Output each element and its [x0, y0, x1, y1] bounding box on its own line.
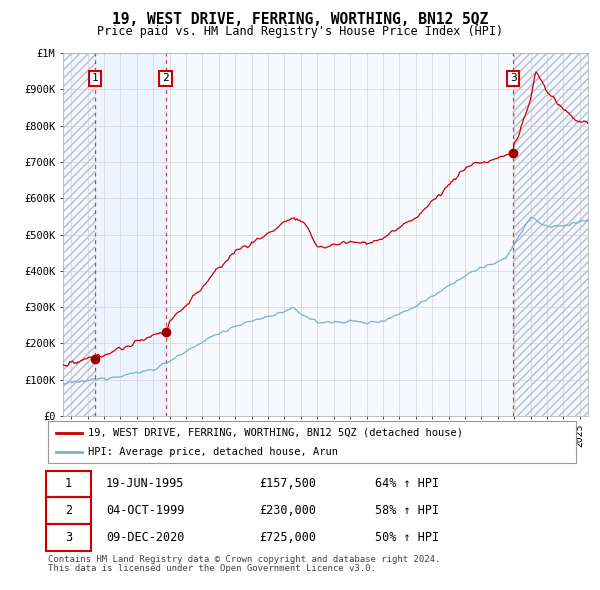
Text: Price paid vs. HM Land Registry's House Price Index (HPI): Price paid vs. HM Land Registry's House …	[97, 25, 503, 38]
Text: 19-JUN-1995: 19-JUN-1995	[106, 477, 184, 490]
Text: 3: 3	[65, 531, 72, 544]
Text: 50% ↑ HPI: 50% ↑ HPI	[376, 531, 439, 544]
Text: £725,000: £725,000	[259, 531, 316, 544]
Text: This data is licensed under the Open Government Licence v3.0.: This data is licensed under the Open Gov…	[48, 564, 376, 573]
Bar	[166, 53, 513, 416]
Bar	[63, 53, 95, 416]
FancyBboxPatch shape	[48, 421, 576, 463]
FancyBboxPatch shape	[46, 471, 91, 497]
Text: HPI: Average price, detached house, Arun: HPI: Average price, detached house, Arun	[88, 447, 338, 457]
Bar	[513, 53, 588, 416]
Text: 19, WEST DRIVE, FERRING, WORTHING, BN12 5QZ: 19, WEST DRIVE, FERRING, WORTHING, BN12 …	[112, 12, 488, 27]
Text: 58% ↑ HPI: 58% ↑ HPI	[376, 504, 439, 517]
Text: 19, WEST DRIVE, FERRING, WORTHING, BN12 5QZ (detached house): 19, WEST DRIVE, FERRING, WORTHING, BN12 …	[88, 428, 463, 438]
Text: 2: 2	[65, 504, 72, 517]
Bar	[95, 53, 166, 416]
Text: £157,500: £157,500	[259, 477, 316, 490]
Text: 3: 3	[510, 74, 517, 84]
Text: Contains HM Land Registry data © Crown copyright and database right 2024.: Contains HM Land Registry data © Crown c…	[48, 555, 440, 563]
FancyBboxPatch shape	[46, 525, 91, 551]
Text: 2: 2	[162, 74, 169, 84]
Text: 1: 1	[92, 74, 98, 84]
Text: 1: 1	[65, 477, 72, 490]
Text: 04-OCT-1999: 04-OCT-1999	[106, 504, 184, 517]
Text: 09-DEC-2020: 09-DEC-2020	[106, 531, 184, 544]
Text: £230,000: £230,000	[259, 504, 316, 517]
FancyBboxPatch shape	[46, 497, 91, 523]
Bar	[63, 53, 95, 416]
Bar	[513, 53, 588, 416]
Text: 64% ↑ HPI: 64% ↑ HPI	[376, 477, 439, 490]
